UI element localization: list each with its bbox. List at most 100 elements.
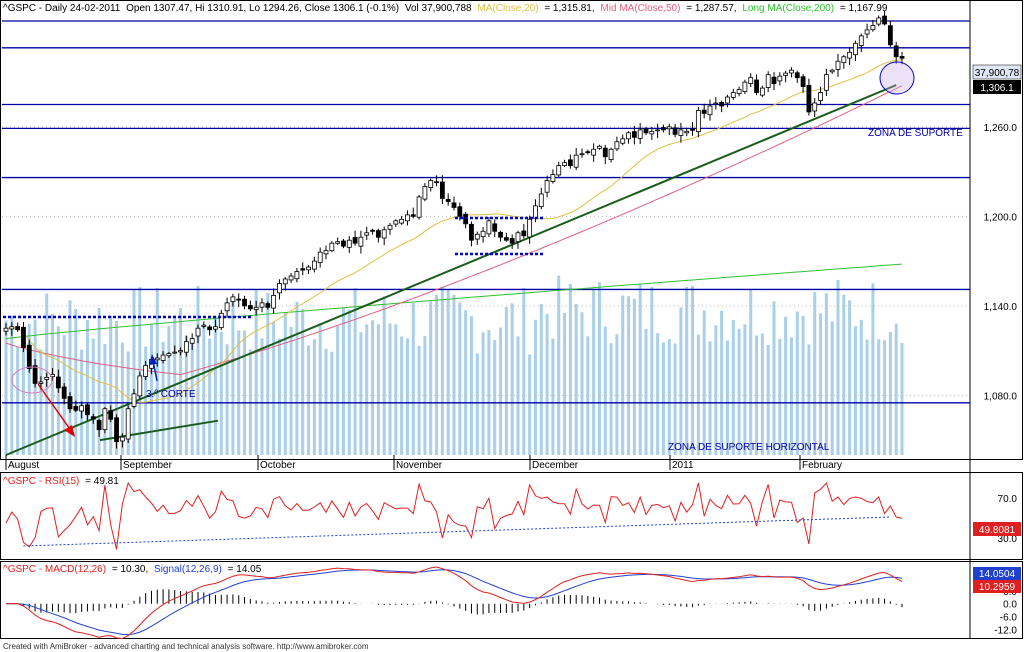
volume-bar [900, 342, 904, 455]
annotation-zona-horizontal: ZONA DE SUPORTE HORIZONTAL [668, 442, 830, 453]
candle-body [858, 35, 864, 46]
header-ma200-value: = 1,167.99 [840, 3, 888, 14]
red-arrow-line [37, 383, 73, 433]
candle-body [474, 233, 480, 240]
badge-signal: 14.0504 [979, 569, 1016, 580]
candle-body [61, 386, 67, 399]
macd-header-value: = 10.30, [112, 564, 148, 575]
volume-bar [365, 324, 369, 455]
header-volume: Vol 37,900,788 [405, 3, 472, 14]
candle-body [556, 165, 562, 176]
volume-bar [341, 307, 345, 455]
volume-bar [487, 329, 491, 455]
macd-header-label: ^GSPC - MACD(12,26) [3, 564, 106, 575]
candle-body [183, 341, 189, 353]
highlight-circle-recent [879, 61, 915, 95]
volume-bar [336, 326, 340, 455]
volume-bar [760, 333, 764, 455]
candle-body [207, 326, 213, 331]
volume-bar [27, 323, 31, 455]
candle-body [806, 84, 812, 113]
price-tick-label: 1,200.0 [984, 212, 1018, 223]
candle-body [3, 327, 9, 332]
badge-signal-bg [973, 567, 1021, 580]
volume-bar [225, 344, 229, 455]
candle-body [847, 51, 853, 59]
header-ma50-label: Mid MA(Close,50) [600, 3, 680, 14]
candle-body [178, 350, 183, 353]
volume-bar [481, 332, 485, 455]
volume-bar [359, 332, 363, 455]
volume-bar [568, 283, 572, 455]
candle-body [899, 56, 905, 59]
candle-body [224, 302, 230, 312]
volume-bar [103, 343, 107, 455]
volume-bar [621, 295, 625, 455]
badge-macd: 10.2959 [979, 582, 1016, 593]
volume-bar [144, 346, 148, 455]
volume-bar [644, 328, 648, 455]
volume-bar [504, 306, 508, 455]
macd-panel [0, 561, 1023, 639]
candle-body [387, 224, 393, 230]
macd-lines [5, 566, 903, 640]
rsi-trendline [23, 516, 891, 547]
volume-bar [260, 338, 264, 455]
volume-bar [615, 334, 619, 455]
candle-body [73, 406, 79, 411]
candle-body [835, 60, 841, 70]
candle-body [85, 404, 90, 416]
candle-body [329, 242, 335, 252]
candle-body [538, 193, 544, 208]
macd-tick-label: -12.0 [994, 626, 1017, 637]
candle-body [160, 354, 166, 361]
volume-bar [755, 335, 759, 455]
volume-bar [85, 320, 89, 455]
candle-body [102, 408, 108, 430]
month-label: August [8, 460, 39, 471]
volume-bar [371, 320, 375, 455]
volume-bar [307, 345, 311, 455]
volume-bar [830, 321, 834, 455]
candle-body [469, 223, 474, 241]
candle-body [597, 145, 602, 149]
volume-bar [609, 343, 613, 455]
candle-body [271, 295, 277, 309]
volume-bar [353, 288, 357, 455]
volume-bar [394, 324, 398, 455]
volume-bar [702, 310, 706, 455]
candle-body [230, 296, 236, 303]
badge-rsi: 49.8081 [979, 525, 1016, 536]
candle-body [381, 229, 387, 239]
volume-bar [836, 279, 840, 455]
month-label: October [260, 460, 296, 471]
volume-bar [423, 336, 427, 455]
candle-body [783, 72, 789, 76]
month-label: February [802, 460, 842, 471]
volume-bar [877, 339, 881, 455]
candle-body [492, 223, 498, 232]
candle-body [370, 229, 375, 232]
red-arrow-head [64, 425, 75, 437]
candle-body [143, 365, 149, 377]
candle-body [573, 154, 579, 168]
volume-bar [289, 326, 293, 455]
footer-credit: Created with AmiBroker - advanced charti… [3, 642, 369, 651]
candle-body [893, 45, 899, 58]
ma200-line [5, 263, 903, 340]
candle-body [841, 56, 847, 64]
volume-bar [853, 326, 857, 455]
macd-tick-label: 0.0 [1003, 600, 1017, 611]
candle-body [515, 232, 521, 243]
volume-bar [528, 354, 532, 455]
candle-body [591, 148, 597, 156]
candle-body [277, 283, 282, 294]
volume-bar [266, 293, 270, 455]
volume-bar [871, 283, 875, 455]
volume-bar [563, 313, 567, 455]
candle-body [125, 408, 131, 440]
volume-bar [475, 353, 479, 455]
volume-bar [574, 303, 578, 455]
candle-body [154, 357, 160, 361]
rsi-lines [5, 481, 903, 550]
